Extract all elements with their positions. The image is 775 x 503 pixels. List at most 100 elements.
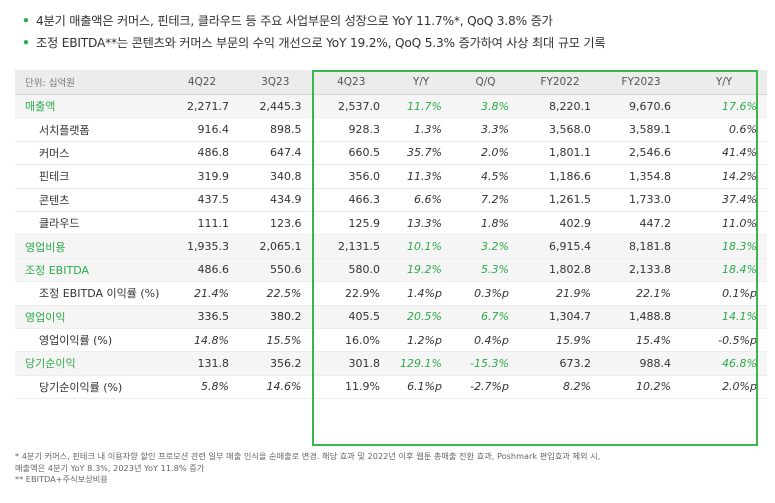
table-cell: 1.3% xyxy=(390,117,452,142)
financial-table: 단위: 십억원 4Q22 3Q23 4Q23 Y/Y Q/Q FY2022 FY… xyxy=(15,70,767,400)
table-cell: 15.5% xyxy=(239,328,312,353)
table-cell: 319.9 xyxy=(165,164,239,189)
table-cell: 0.3%p xyxy=(452,281,519,306)
table-cell: 22.1% xyxy=(601,281,681,306)
summary-bullets: • 4분기 매출액은 커머스, 핀테크, 클라우드 등 주요 사업부문의 성장으로… xyxy=(22,10,762,54)
table-cell: 6,915.4 xyxy=(519,234,601,259)
column-header: Y/Y xyxy=(390,70,452,95)
unit-label: 단위: 십억원 xyxy=(15,70,165,95)
table-cell: 19.2% xyxy=(390,257,452,283)
table-cell: 0.1%p xyxy=(681,281,767,306)
table-cell: 898.5 xyxy=(239,117,312,142)
column-header: FY2022 xyxy=(519,70,601,95)
table-cell: 1.8% xyxy=(452,211,519,236)
table-cell: 7.2% xyxy=(452,188,519,212)
table-cell: 356.2 xyxy=(239,351,312,376)
table-cell: 1,733.0 xyxy=(601,188,681,212)
table-cell: 46.8% xyxy=(681,351,767,376)
table-row: 영업이익률 (%) 14.8% 15.5% 16.0% 1.2%p 0.4%p 15.9% 1… xyxy=(15,328,767,353)
table-cell: 447.2 xyxy=(601,211,681,236)
table-cell: 2,133.8 xyxy=(601,257,681,283)
table-row: 핀테크 319.9 340.8 356.0 11.3% 4.5% 1,186.6 1,354.… xyxy=(15,164,767,189)
table-cell: 486.6 xyxy=(165,257,239,283)
row-label: 영업이익률 (%) xyxy=(15,328,165,353)
table-row: 당기순이익률 (%) 5.8% 14.6% 11.9% 6.1%p -2.7%p 8.2% 1… xyxy=(15,375,767,400)
table-row: 커머스 486.8 647.4 660.5 35.7% 2.0% 1,801.1 2,546.… xyxy=(15,141,767,166)
table-cell: 2,131.5 xyxy=(311,234,390,259)
table-cell: 437.5 xyxy=(165,188,239,212)
column-header: Q/Q xyxy=(452,70,519,95)
table-cell: 5.3% xyxy=(452,257,519,283)
table-cell: -15.3% xyxy=(452,351,519,376)
table-cell: 11.9% xyxy=(311,375,390,400)
table-cell: 2,271.7 xyxy=(165,93,239,119)
table-cell: 22.9% xyxy=(311,281,390,306)
table-cell: 10.1% xyxy=(390,234,452,259)
table-cell: 20.5% xyxy=(390,304,452,329)
table-row: 서치플랫폼 916.4 898.5 928.3 1.3% 3.3% 3,568.0 3,589… xyxy=(15,117,767,142)
table-cell: 2,546.6 xyxy=(601,141,681,166)
table-cell: 580.0 xyxy=(311,257,390,283)
table-cell: 340.8 xyxy=(239,164,312,189)
table-cell: 673.2 xyxy=(519,351,601,376)
table-cell: 111.1 xyxy=(165,211,239,236)
row-label: 조정 EBITDA 이익률 (%) xyxy=(15,281,165,306)
table-cell: 8.2% xyxy=(519,375,601,400)
table-cell: 380.2 xyxy=(239,304,312,329)
table-cell: -2.7%p xyxy=(452,375,519,400)
bullet-dot: • xyxy=(22,36,30,50)
table-cell: 2,445.3 xyxy=(239,93,312,119)
table-cell: 0.4%p xyxy=(452,328,519,353)
row-label: 서치플랫폼 xyxy=(15,117,165,142)
table-cell: 6.6% xyxy=(390,188,452,212)
table-cell: 9,670.6 xyxy=(601,93,681,119)
table-cell: 6.7% xyxy=(452,304,519,329)
row-label: 영업비용 xyxy=(15,234,165,259)
table-cell: 14.6% xyxy=(239,375,312,400)
table-cell: 660.5 xyxy=(311,141,390,166)
table-cell: 18.3% xyxy=(681,234,767,259)
table-cell: 301.8 xyxy=(311,351,390,376)
column-header: 4Q22 xyxy=(165,70,239,95)
bullet-text: 조정 EBITDA**는 콘텐츠와 커머스 부문의 수익 개선으로 YoY 19… xyxy=(36,36,606,50)
table-cell: 486.8 xyxy=(165,141,239,166)
table-cell: 405.5 xyxy=(311,304,390,329)
table-cell: 550.6 xyxy=(239,257,312,283)
table-cell: 647.4 xyxy=(239,141,312,166)
column-header: Y/Y xyxy=(681,70,767,95)
table-cell: 988.4 xyxy=(601,351,681,376)
table-cell: 21.4% xyxy=(165,281,239,306)
table-cell: 2.0%p xyxy=(681,375,767,400)
footnote: 매출액은 4분기 YoY 8.3%, 2023년 YoY 11.8% 증가 xyxy=(15,462,205,473)
table-cell: 35.7% xyxy=(390,141,452,166)
table-cell: 4.5% xyxy=(452,164,519,189)
column-header: 4Q23 xyxy=(311,70,390,95)
footnote: * 4분기 커머스, 핀테크 내 이용자향 할인 프로모션 관련 일부 매출 인… xyxy=(15,451,601,461)
table-cell: 8,220.1 xyxy=(519,93,601,119)
table-cell: 2,537.0 xyxy=(311,93,390,119)
table-cell: 1,304.7 xyxy=(519,304,601,329)
table-body: 매출액 2,271.7 2,445.3 2,537.0 11.7% 3.8% 8,220.1… xyxy=(15,93,767,400)
table-cell: 6.1%p xyxy=(390,375,452,400)
table-row: 영업이익 336.5 380.2 405.5 20.5% 6.7% 1,304.7 1,488… xyxy=(15,304,767,329)
table-cell: 37.4% xyxy=(681,188,767,212)
table-cell: 10.2% xyxy=(601,375,681,400)
bullet-text: 4분기 매출액은 커머스, 핀테크, 클라우드 등 주요 사업부문의 성장으로 … xyxy=(36,14,553,28)
table-cell: 1.2%p xyxy=(390,328,452,353)
table-row: 영업비용 1,935.3 2,065.1 2,131.5 10.1% 3.2% 6,915.… xyxy=(15,234,767,259)
table-cell: 1,354.8 xyxy=(601,164,681,189)
table-cell: 131.8 xyxy=(165,351,239,376)
table-cell: 916.4 xyxy=(165,117,239,142)
table-cell: 2.0% xyxy=(452,141,519,166)
table-cell: 2,065.1 xyxy=(239,234,312,259)
table-row: 조정 EBITDA 486.6 550.6 580.0 19.2% 5.3% 1,802.8… xyxy=(15,257,767,283)
table-row: 조정 EBITDA 이익률 (%) 21.4% 22.5% 22.9% 1.4%p 0.3… xyxy=(15,281,767,306)
table-cell: 1,801.1 xyxy=(519,141,601,166)
table-cell: 5.8% xyxy=(165,375,239,400)
table-cell: 8,181.8 xyxy=(601,234,681,259)
table-cell: 1,261.5 xyxy=(519,188,601,212)
table-cell: 41.4% xyxy=(681,141,767,166)
table-cell: 356.0 xyxy=(311,164,390,189)
table-cell: 129.1% xyxy=(390,351,452,376)
table-cell: 14.1% xyxy=(681,304,767,329)
